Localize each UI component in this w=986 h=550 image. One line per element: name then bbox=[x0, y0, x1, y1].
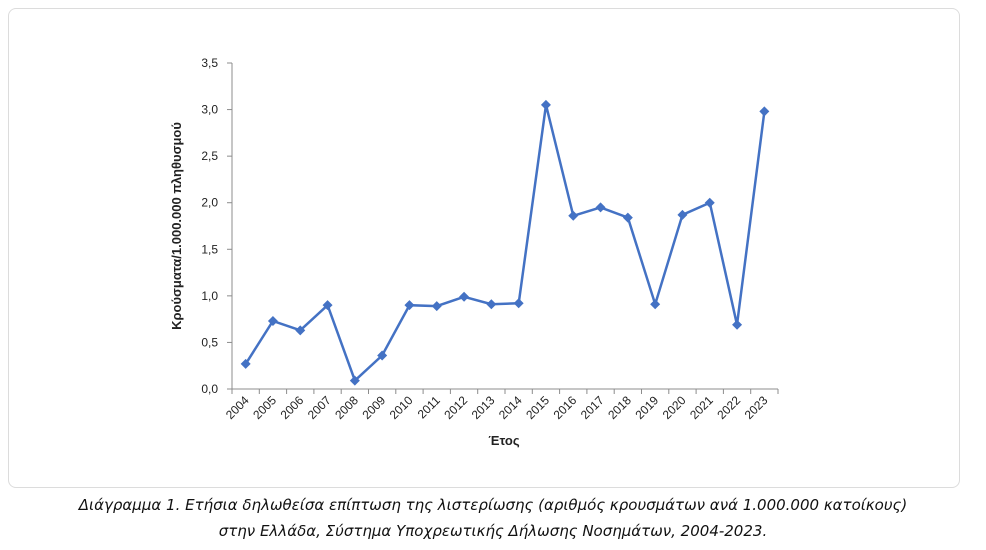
x-tick-label: 2006 bbox=[278, 393, 307, 422]
x-tick-label: 2011 bbox=[415, 393, 443, 421]
data-point-marker bbox=[349, 375, 360, 386]
x-tick-label: 2013 bbox=[469, 393, 498, 422]
x-tick-label: 2019 bbox=[632, 393, 661, 422]
caption-line-2: στην Ελλάδα, Σύστημα Υποχρεωτικής Δήλωση… bbox=[218, 522, 768, 540]
x-tick-label: 2018 bbox=[605, 393, 634, 422]
x-tick-label: 2008 bbox=[332, 393, 361, 422]
data-point-marker bbox=[322, 300, 333, 311]
x-tick-label: 2010 bbox=[387, 393, 416, 422]
series-line bbox=[244, 104, 766, 383]
x-axis-title: Έτος bbox=[488, 433, 519, 448]
data-point-marker bbox=[267, 316, 278, 327]
data-point-marker bbox=[622, 212, 633, 223]
data-point-marker bbox=[459, 291, 470, 302]
data-point-marker bbox=[732, 319, 743, 330]
y-tick-label: 0,0 bbox=[201, 382, 218, 396]
x-tick-label: 2012 bbox=[441, 393, 470, 422]
figure-caption: Διάγραμμα 1. Ετήσια δηλωθείσα επίπτωση τ… bbox=[0, 492, 986, 544]
x-tick-label: 2017 bbox=[578, 393, 607, 422]
data-point-marker bbox=[240, 358, 251, 369]
x-tick-label: 2020 bbox=[660, 393, 689, 422]
data-point-marker bbox=[486, 299, 497, 310]
x-tick-label: 2014 bbox=[496, 393, 525, 422]
data-point-marker bbox=[431, 301, 442, 312]
x-tick-label: 2004 bbox=[223, 393, 252, 422]
data-point-marker bbox=[677, 209, 688, 220]
data-point-marker bbox=[704, 197, 715, 208]
chart-frame bbox=[8, 8, 960, 488]
x-tick-label: 2007 bbox=[305, 393, 334, 422]
caption-line-1: Διάγραμμα 1. Ετήσια δηλωθείσα επίπτωση τ… bbox=[78, 496, 908, 514]
line-chart: 0,00,51,01,52,02,53,03,5 200420052006200… bbox=[169, 56, 779, 448]
y-tick-label: 2,5 bbox=[201, 149, 218, 163]
y-tick-label: 2,0 bbox=[201, 196, 218, 210]
y-tick-label: 3,5 bbox=[201, 56, 218, 70]
y-tick-label: 3,0 bbox=[201, 103, 218, 117]
data-point-marker bbox=[295, 325, 306, 336]
y-axis-title: Κρούσματα/1.000.000 πληθυσμού bbox=[169, 122, 184, 330]
y-tick-label: 1,5 bbox=[201, 242, 218, 256]
data-point-marker bbox=[540, 99, 551, 110]
data-point-marker bbox=[650, 299, 661, 310]
x-tick-label: 2009 bbox=[359, 393, 388, 422]
x-tick-label: 2016 bbox=[551, 393, 580, 422]
data-point-marker bbox=[568, 210, 579, 221]
data-point-marker bbox=[595, 202, 606, 213]
x-tick-label: 2023 bbox=[742, 393, 771, 422]
y-tick-label: 1,0 bbox=[201, 289, 218, 303]
y-tick-label: 0,5 bbox=[201, 335, 218, 349]
data-point-marker bbox=[404, 300, 415, 311]
data-point-marker bbox=[759, 106, 770, 117]
x-tick-label: 2015 bbox=[523, 393, 552, 422]
x-tick-label: 2021 bbox=[687, 393, 716, 422]
x-tick-label: 2022 bbox=[714, 393, 743, 422]
x-tick-label: 2005 bbox=[250, 393, 279, 422]
data-point-marker bbox=[377, 350, 388, 361]
data-point-marker bbox=[513, 298, 524, 309]
